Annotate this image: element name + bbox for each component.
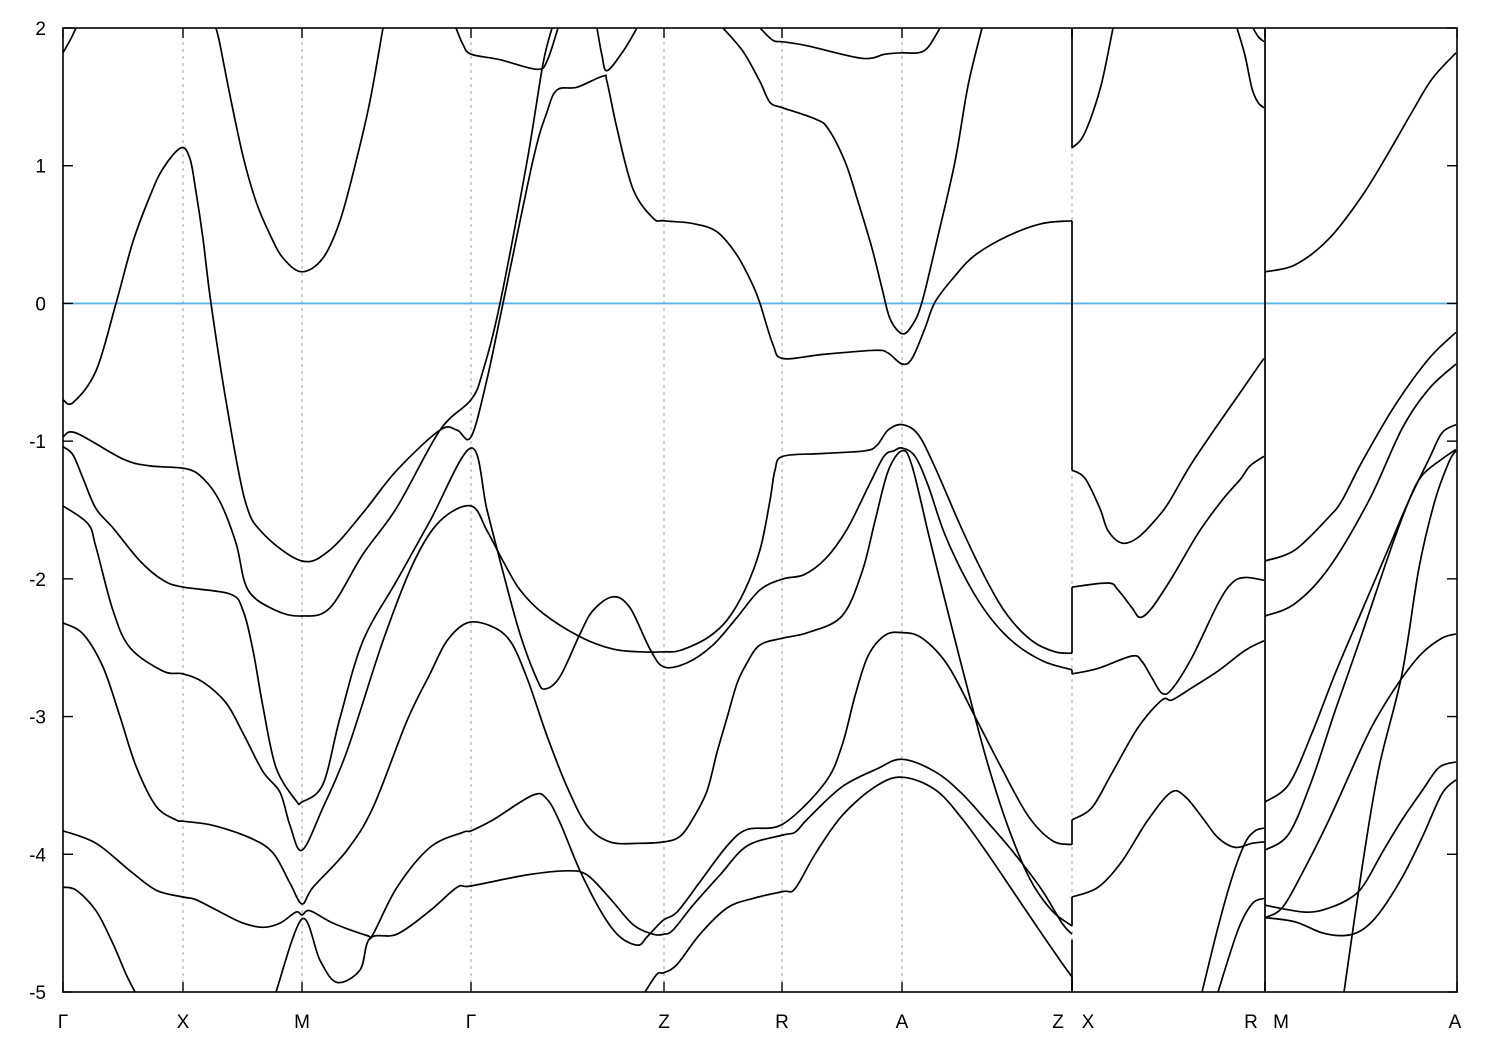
band-21: [1071, 576, 1265, 696]
x-tick-label: R: [775, 1012, 789, 1033]
band-24: [1201, 827, 1265, 992]
band-17: [1236, 28, 1265, 109]
band-10: [644, 776, 1073, 992]
band-22: [1071, 640, 1265, 821]
y-tick-label: -1: [29, 432, 46, 453]
band-33: [1264, 761, 1457, 914]
band-14: [722, 28, 983, 335]
plot-border: [62, 27, 1458, 993]
y-tick-label: -3: [29, 708, 46, 729]
band-9: [275, 758, 1073, 992]
band-3: [63, 28, 553, 617]
band-6: [63, 449, 1073, 927]
band-30: [1264, 448, 1457, 851]
band-13: [596, 28, 638, 72]
band-34: [1264, 779, 1457, 937]
band-18: [1252, 28, 1265, 43]
band-32: [1343, 450, 1457, 992]
band-2: [63, 74, 1073, 563]
y-tick-label: 2: [35, 19, 46, 40]
band-discontinuities: [1071, 28, 1266, 992]
band-11: [215, 28, 384, 273]
band-19: [1071, 358, 1265, 545]
band-8: [63, 886, 136, 992]
y-tick-label: -2: [29, 570, 46, 591]
band-31: [1264, 633, 1457, 919]
band-20: [1071, 455, 1265, 619]
x-tick-label: M: [294, 1012, 310, 1033]
band-12: [455, 28, 559, 71]
band-29: [1264, 423, 1457, 803]
x-tick-label: A: [1449, 1012, 1462, 1033]
band-23: [1071, 789, 1265, 898]
band-5: [63, 423, 1073, 852]
axis-ticks: 210-1-2-3-4-5Γ X M Γ Z R A Z X R M A: [29, 19, 1462, 1033]
x-tick-label: X: [1082, 1012, 1095, 1033]
band-4: [63, 445, 1073, 806]
band-1: [63, 28, 77, 54]
band-25: [1217, 897, 1265, 992]
band-curves: [63, 28, 1457, 992]
y-tick-label: 1: [35, 157, 46, 178]
x-tick-label: R: [1244, 1012, 1258, 1033]
band-26: [1264, 52, 1457, 273]
y-tick-label: 0: [35, 294, 46, 315]
grid-lines: [182, 28, 1266, 992]
band-27: [1264, 331, 1457, 562]
band-15: [759, 28, 941, 60]
band-7: [63, 631, 1073, 947]
x-tick-label: M: [1273, 1012, 1289, 1033]
y-tick-label: -4: [29, 845, 46, 866]
x-tick-label: Z: [1052, 1012, 1064, 1033]
band-16: [1071, 28, 1114, 149]
x-tick-label: X: [177, 1012, 190, 1033]
x-tick-label: Γ: [58, 1012, 68, 1033]
band-28: [1264, 363, 1457, 617]
y-tick-label: -5: [29, 983, 46, 1004]
x-tick-label: Γ: [466, 1012, 476, 1033]
x-tick-label: Z: [658, 1012, 670, 1033]
x-tick-label: A: [896, 1012, 909, 1033]
